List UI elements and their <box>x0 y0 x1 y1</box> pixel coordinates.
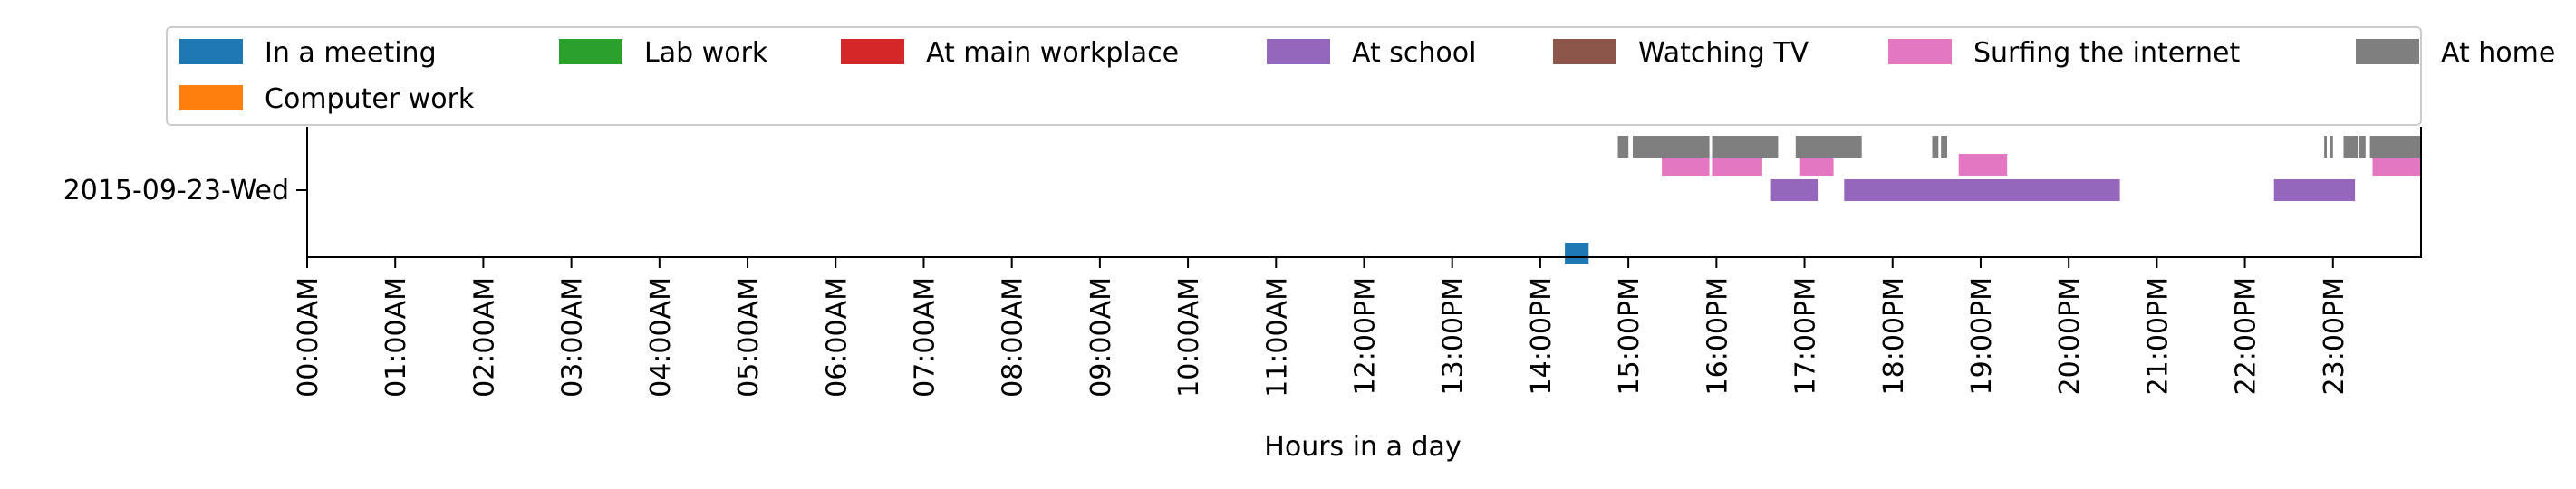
x-tick-label: 23:00PM <box>2319 277 2350 395</box>
bar-at-home-10 <box>2369 136 2421 158</box>
x-tick-label: 10:00AM <box>1173 277 1205 398</box>
legend-label-watching-tv: Watching TV <box>1638 37 1809 69</box>
x-tick-label: 00:00AM <box>293 277 324 398</box>
bar-surfing-the-internet-3 <box>1958 154 2008 176</box>
x-tick-label: 02:00AM <box>468 277 500 398</box>
legend-label-at-main-workplace: At main workplace <box>926 37 1179 69</box>
legend-label-in-a-meeting: In a meeting <box>265 37 437 69</box>
bar-at-home-7 <box>2330 136 2333 158</box>
legend-frame <box>166 26 2422 126</box>
bar-at-home-3 <box>1795 136 1862 158</box>
x-tick-label: 21:00PM <box>2142 277 2174 395</box>
x-tick-label: 20:00PM <box>2054 277 2086 395</box>
x-tick-label: 18:00PM <box>1878 277 1910 395</box>
legend-swatch-surfing-the-internet <box>1888 39 1952 64</box>
x-tick-label: 16:00PM <box>1702 277 1733 395</box>
bar-at-school-2 <box>2273 179 2356 201</box>
bar-at-home-6 <box>2324 136 2327 158</box>
x-tick-label: 19:00PM <box>1966 277 1998 395</box>
legend-swatch-at-school <box>1267 39 1330 64</box>
x-tick-label: 13:00PM <box>1438 277 1470 395</box>
legend-label-computer-work: Computer work <box>265 83 475 115</box>
bar-at-home-1 <box>1633 136 1710 158</box>
legend: In a meeting Lab work At main workplace At … <box>166 26 2555 126</box>
legend-label-surfing-the-internet: Surfing the internet <box>1973 37 2240 69</box>
bar-in-a-meeting-0 <box>1565 243 1589 264</box>
x-tick-label: 07:00AM <box>910 277 941 398</box>
x-tick-label: 05:00AM <box>733 277 765 398</box>
legend-swatch-in-a-meeting <box>179 39 243 64</box>
x-tick-label: 17:00PM <box>1790 277 1822 395</box>
legend-label-at-home: At home <box>2441 37 2555 69</box>
x-tick-label: 04:00AM <box>645 277 677 398</box>
axes: 2015-09-23-Wed 00:00AM 01:00AM 02:00AM 03:00… <box>63 127 2422 398</box>
x-axis-label: Hours in a day <box>1264 431 1461 463</box>
legend-swatch-computer-work <box>179 85 243 110</box>
x-tick-label: 08:00AM <box>998 277 1029 398</box>
legend-swatch-at-main-workplace <box>841 39 904 64</box>
x-tick-label: 15:00PM <box>1614 277 1645 395</box>
x-tick-label: 12:00PM <box>1350 277 1382 395</box>
bar-at-home-4 <box>1932 136 1939 158</box>
x-tick-label: 09:00AM <box>1085 277 1117 398</box>
bar-at-home-9 <box>2359 136 2366 158</box>
bar-at-home-8 <box>2343 136 2359 158</box>
y-tick-label: 2015-09-23-Wed <box>63 175 289 206</box>
legend-label-lab-work: Lab work <box>644 37 768 69</box>
x-tick-label: 22:00PM <box>2231 277 2262 395</box>
x-tick-label: 14:00PM <box>1526 277 1558 395</box>
legend-label-at-school: At school <box>1352 37 1476 69</box>
plot-area <box>1565 136 2421 264</box>
bar-at-home-2 <box>1712 136 1779 158</box>
x-tick-label: 03:00AM <box>557 277 589 398</box>
x-tick-label: 01:00AM <box>381 277 412 398</box>
bar-at-home-0 <box>1617 136 1629 158</box>
x-tick-label: 11:00AM <box>1261 277 1293 398</box>
x-tick-label: 06:00AM <box>821 277 853 398</box>
legend-swatch-watching-tv <box>1553 39 1616 64</box>
legend-swatch-lab-work <box>559 39 622 64</box>
bar-at-home-5 <box>1941 136 1947 158</box>
bar-at-school-0 <box>1770 179 1819 201</box>
legend-swatch-at-home <box>2356 39 2419 64</box>
bar-at-school-1 <box>1844 179 2120 201</box>
